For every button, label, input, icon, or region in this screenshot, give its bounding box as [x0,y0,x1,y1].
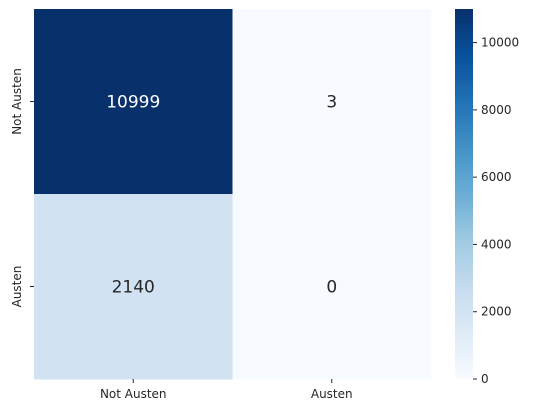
y-tick-label: Not Austen [10,68,24,135]
heatmap-cell [232,9,432,195]
colorbar-tick-label: 4000 [481,237,512,251]
colorbar-tick-label: 0 [481,372,489,386]
colorbar-tick-label: 2000 [481,305,512,319]
colorbar-gradient [455,9,473,379]
heatmap-cells [34,9,432,380]
cell-value-label: 2140 [112,278,155,298]
x-tick-label: Austen [311,387,353,401]
cell-value-label: 10999 [106,93,160,113]
cell-value-label: 3 [326,93,337,113]
heatmap-annotations: 10999 3 2140 0 [106,93,337,298]
heatmap-cell [34,194,233,380]
heatmap-cell [232,194,432,380]
colorbar-tick-label: 10000 [481,36,519,50]
x-tick-label: Not Austen [100,387,167,401]
x-axis: Not Austen Austen [100,379,353,401]
y-tick-label: Austen [10,266,24,308]
colorbar-tick-label: 8000 [481,103,512,117]
heatmap-cell [34,9,233,195]
cell-value-label: 0 [326,278,337,298]
colorbar-tick-label: 6000 [481,170,512,184]
colorbar: 0 2000 4000 6000 8000 10000 [455,9,519,386]
y-axis: Not Austen Austen [10,68,34,307]
